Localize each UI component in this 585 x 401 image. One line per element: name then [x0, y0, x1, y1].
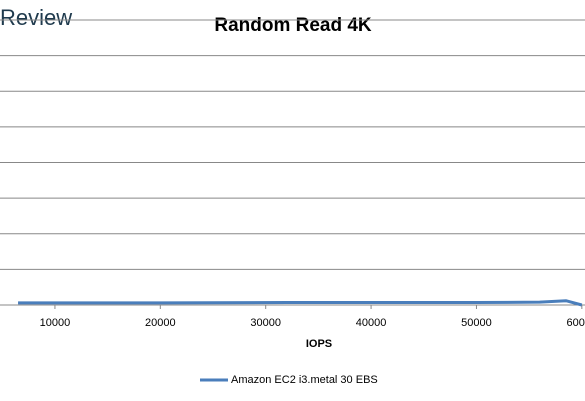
x-tick-label: 20000: [145, 317, 176, 329]
x-tick-label: 50000: [461, 317, 492, 329]
brand: Review: [0, 5, 72, 30]
chart-title: Random Read 4K: [214, 15, 372, 36]
x-tick-label: 60000: [567, 317, 585, 329]
x-tick-label: 10000: [40, 317, 71, 329]
legend-label: Amazon EC2 i3.metal 30 EBS: [231, 374, 378, 386]
series-line: [18, 299, 583, 307]
x-axis-label: IOPS: [306, 338, 332, 350]
x-tick-label: 40000: [356, 317, 387, 329]
x-tick-label: 30000: [250, 317, 281, 329]
